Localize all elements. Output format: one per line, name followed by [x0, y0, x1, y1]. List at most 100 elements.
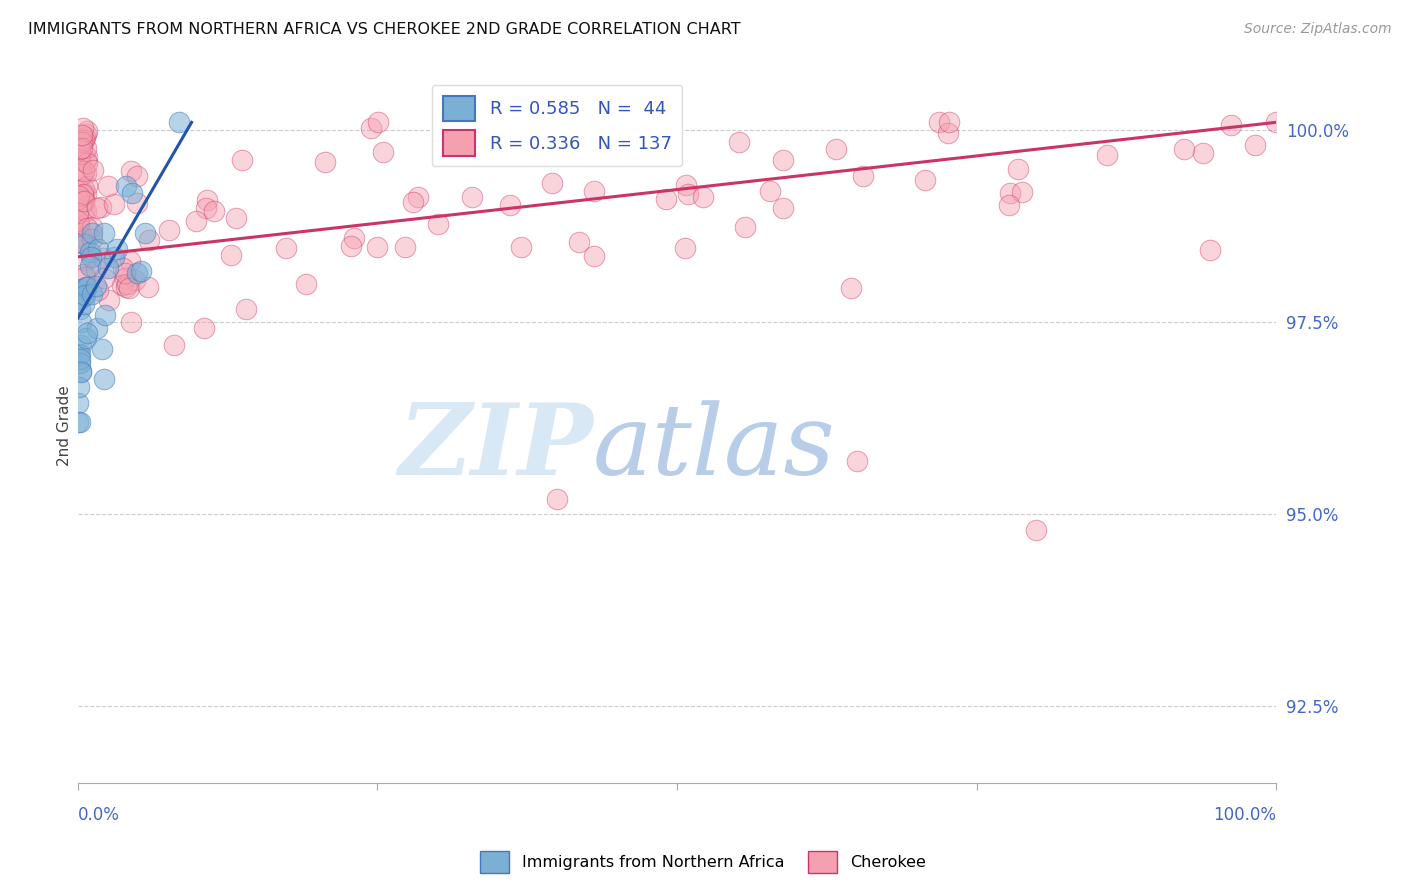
Point: [70, 364, 93, 378]
Point: [772, 153, 794, 167]
Point: [692, 190, 714, 204]
Point: [75, 141, 97, 155]
Point: [67, 218, 90, 232]
Point: [1173, 142, 1195, 156]
Point: [541, 176, 564, 190]
Point: [673, 241, 696, 255]
Point: [1191, 146, 1213, 161]
Point: [114, 179, 136, 194]
Point: [655, 193, 678, 207]
Point: [394, 240, 416, 254]
Point: [67, 192, 90, 206]
Point: [195, 201, 218, 215]
Point: [82, 162, 104, 177]
Point: [772, 201, 794, 215]
Point: [79, 259, 101, 273]
Point: [1244, 137, 1267, 152]
Point: [73, 182, 96, 196]
Point: [72, 131, 94, 145]
Point: [1095, 148, 1118, 162]
Point: [120, 315, 142, 329]
Point: [675, 178, 697, 192]
Point: [125, 196, 148, 211]
Point: [73, 286, 96, 301]
Point: [76, 326, 98, 341]
Point: [510, 240, 533, 254]
Point: [72, 120, 94, 135]
Point: [928, 115, 950, 129]
Point: [70, 135, 93, 149]
Point: [76, 179, 98, 194]
Point: [193, 321, 215, 335]
Point: [124, 273, 146, 287]
Point: [93, 226, 115, 240]
Point: [852, 169, 875, 183]
Point: [998, 198, 1021, 212]
Point: [595, 128, 617, 143]
Point: [401, 194, 423, 209]
Text: Source: ZipAtlas.com: Source: ZipAtlas.com: [1244, 22, 1392, 37]
Point: [86, 201, 108, 215]
Point: [93, 372, 115, 386]
Point: [727, 135, 749, 149]
Point: [115, 277, 138, 291]
Point: [936, 126, 959, 140]
Point: [69, 143, 91, 157]
Point: [121, 186, 143, 200]
Point: [118, 281, 141, 295]
Point: [366, 240, 388, 254]
Point: [157, 223, 180, 237]
Point: [70, 230, 93, 244]
Text: ZIP: ZIP: [398, 399, 593, 496]
Point: [1220, 118, 1243, 132]
Point: [195, 194, 218, 208]
Point: [114, 270, 136, 285]
Point: [91, 252, 114, 266]
Point: [73, 287, 96, 301]
Point: [427, 217, 450, 231]
Point: [73, 194, 96, 208]
Point: [87, 242, 110, 256]
Point: [105, 242, 128, 256]
Point: [367, 115, 389, 129]
Point: [97, 178, 120, 193]
Point: [295, 277, 318, 292]
Point: [67, 396, 90, 410]
Point: [69, 163, 91, 178]
Point: [98, 293, 121, 307]
Point: [70, 338, 93, 352]
Point: [461, 189, 484, 203]
Point: [114, 280, 136, 294]
Point: [568, 235, 591, 249]
Point: [69, 153, 91, 167]
Point: [1007, 162, 1029, 177]
Point: [75, 331, 97, 345]
Point: [76, 124, 98, 138]
Point: [84, 279, 107, 293]
Point: [225, 211, 247, 226]
Point: [80, 231, 103, 245]
Point: [69, 352, 91, 367]
Point: [129, 264, 152, 278]
Point: [76, 280, 98, 294]
Point: [73, 297, 96, 311]
Point: [114, 266, 136, 280]
Point: [631, 146, 654, 161]
Point: [127, 169, 149, 184]
Point: [825, 143, 848, 157]
Point: [111, 278, 134, 293]
Point: [72, 187, 94, 202]
Point: [73, 267, 96, 281]
Point: [73, 236, 96, 251]
Point: [75, 153, 97, 167]
Point: [583, 249, 606, 263]
Point: [1011, 185, 1033, 199]
Y-axis label: 2nd Grade: 2nd Grade: [58, 385, 72, 467]
Point: [69, 282, 91, 296]
Point: [80, 226, 103, 240]
Point: [70, 365, 93, 379]
Legend: R = 0.585   N =  44, R = 0.336   N = 137: R = 0.585 N = 44, R = 0.336 N = 137: [432, 85, 682, 167]
Point: [112, 260, 135, 275]
Point: [75, 127, 97, 141]
Point: [73, 129, 96, 144]
